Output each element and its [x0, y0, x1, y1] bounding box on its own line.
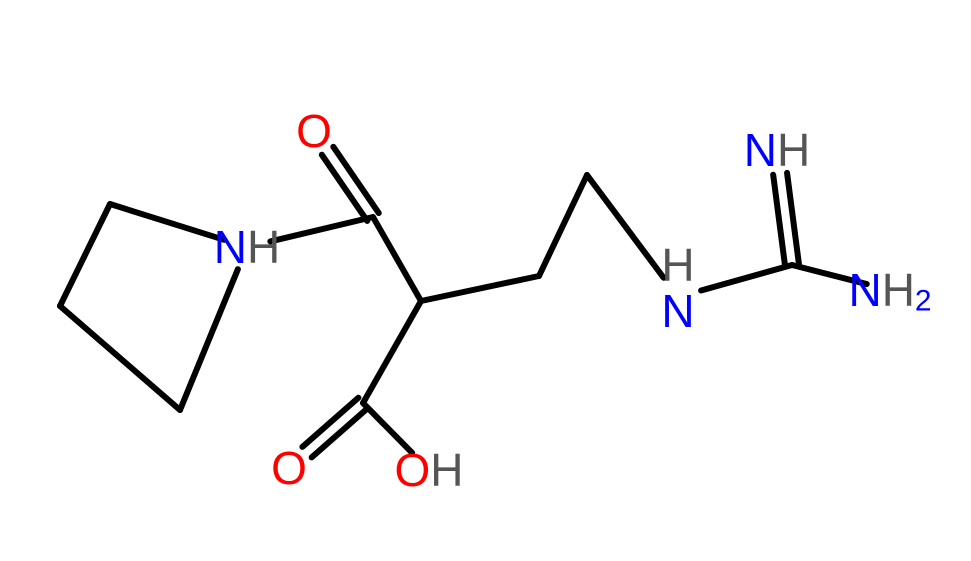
atom-o8: OH [394, 444, 463, 496]
bond [587, 175, 664, 278]
atom-n13: HN [661, 239, 694, 337]
atom-o7: O [271, 442, 307, 494]
atom-n4: NH [214, 221, 280, 273]
bond [363, 301, 421, 403]
bond [773, 175, 785, 266]
bond [180, 269, 238, 410]
bond [60, 204, 110, 306]
bond [539, 175, 587, 276]
bond [787, 173, 799, 264]
molecule-diagram: NH O O OH HN NH NH2 [0, 0, 971, 561]
bond [701, 265, 792, 291]
atom-n16: NH2 [848, 264, 931, 317]
bond [373, 217, 421, 301]
bond [270, 217, 373, 241]
atom-n15: NH [744, 124, 810, 176]
atom-o6: O [296, 105, 332, 157]
bond [60, 306, 180, 410]
bond [110, 204, 224, 240]
bond [421, 276, 539, 301]
